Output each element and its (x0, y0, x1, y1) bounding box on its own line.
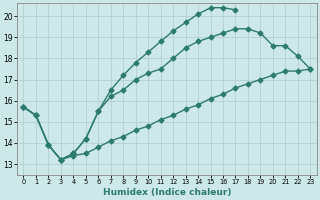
X-axis label: Humidex (Indice chaleur): Humidex (Indice chaleur) (103, 188, 231, 197)
